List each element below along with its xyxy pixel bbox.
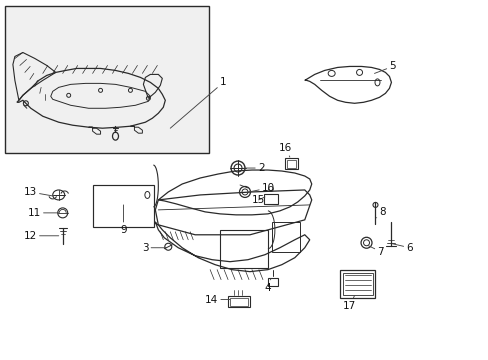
Text: 16: 16 [279, 143, 292, 157]
Text: 9: 9 [120, 205, 126, 235]
Text: 10: 10 [248, 183, 274, 193]
Bar [92, 185, 154, 227]
Bar [285, 158, 297, 169]
Text: 5: 5 [374, 62, 395, 73]
Text: 2: 2 [244, 163, 264, 173]
Text: 17: 17 [342, 296, 355, 311]
Text: 1: 1 [170, 77, 226, 128]
Bar [286, 160, 295, 168]
Bar [229, 298, 247, 306]
Text: 6: 6 [392, 243, 412, 253]
Bar [267, 278, 277, 285]
Text: 11: 11 [27, 208, 59, 218]
Bar [271, 222, 299, 252]
Bar [220, 230, 267, 268]
Bar [264, 194, 277, 204]
Text: 4: 4 [264, 279, 271, 293]
Bar [5, 6, 209, 153]
Text: 14: 14 [204, 294, 229, 305]
Bar [227, 296, 249, 306]
Text: 15: 15 [251, 195, 264, 205]
Text: 3: 3 [142, 243, 166, 253]
Bar [339, 270, 375, 298]
Text: 12: 12 [23, 231, 59, 241]
Text: 8: 8 [376, 207, 386, 218]
Bar [342, 273, 372, 294]
Text: 13: 13 [23, 187, 53, 197]
Text: 7: 7 [368, 246, 384, 257]
